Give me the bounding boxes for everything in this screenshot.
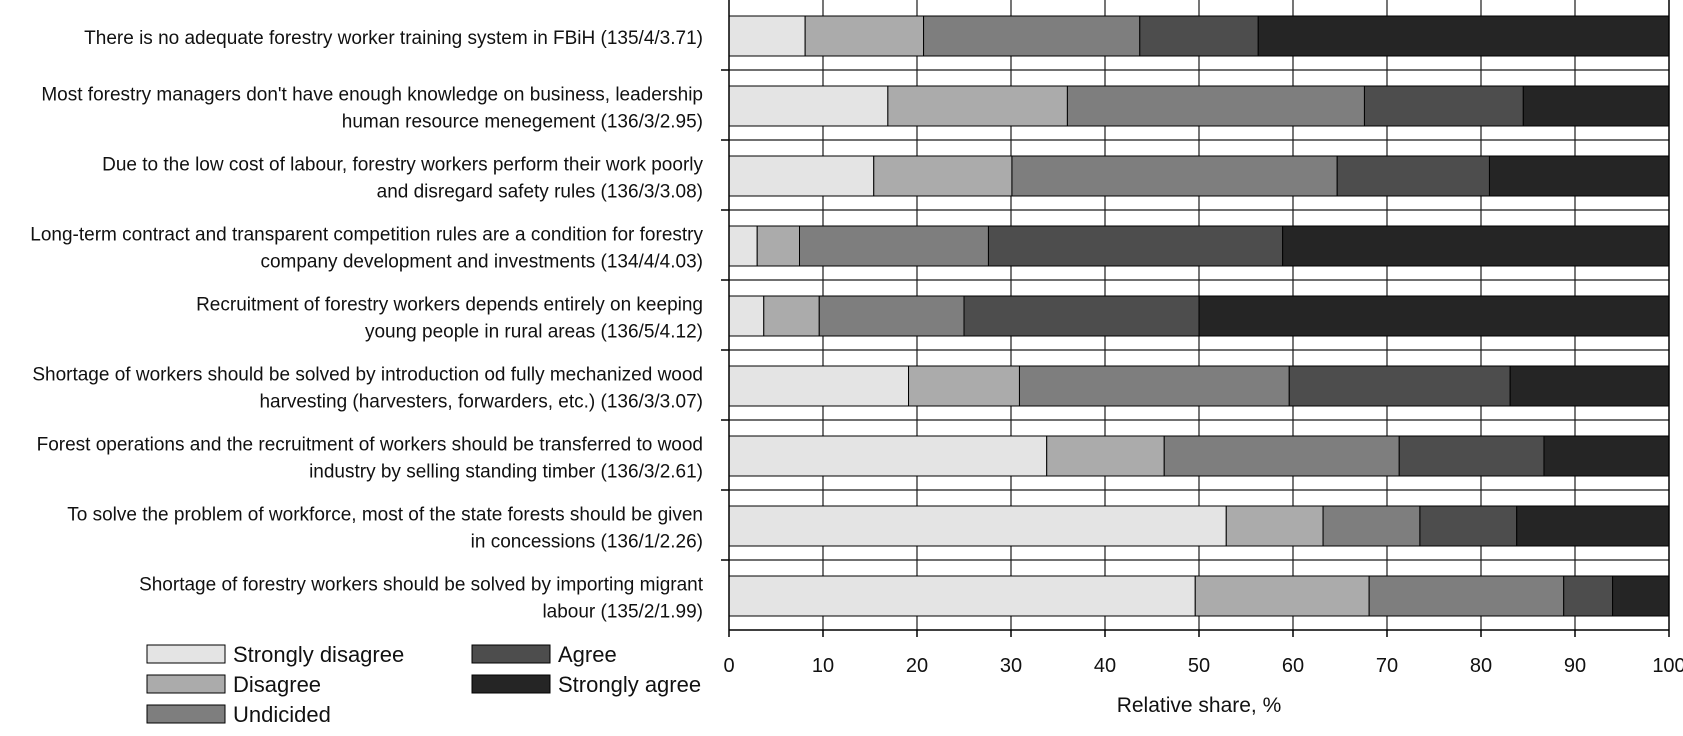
bar-segment-row8-undicided bbox=[1322, 505, 1421, 547]
legend-label-strongly-disagree: Strongly disagree bbox=[233, 642, 404, 667]
x-tick-label-10: 10 bbox=[812, 655, 834, 677]
category-label-row7-line1: Forest operations and the recruitment of… bbox=[37, 435, 703, 456]
bar-segment-row6-strongly-disagree bbox=[728, 365, 910, 407]
legend-swatch-strongly-disagree bbox=[146, 644, 226, 664]
legend-swatch-disagree bbox=[146, 674, 226, 694]
bar-segment-row7-strongly-agree bbox=[1543, 435, 1670, 477]
bar-segment-row4-agree bbox=[987, 225, 1284, 267]
x-tick-label-80: 80 bbox=[1470, 655, 1492, 677]
bar-segment-row1-disagree bbox=[804, 15, 925, 57]
bar-segment-row7-undicided bbox=[1163, 435, 1400, 477]
bar-segment-row2-undicided bbox=[1066, 85, 1365, 127]
x-tick-labels: 0 10 20 30 40 50 60 70 80 90 100 bbox=[723, 655, 1683, 677]
legend-swatch-strongly-agree bbox=[471, 674, 551, 694]
bar-segment-row5-strongly-agree bbox=[1198, 295, 1670, 337]
bar-segment-row8-disagree bbox=[1225, 505, 1324, 547]
category-label-row9-line1: Shortage of forestry workers should be s… bbox=[139, 575, 704, 596]
legend-label-strongly-agree: Strongly agree bbox=[558, 672, 701, 697]
category-label-row8-line2: in concessions (136/1/2.26) bbox=[471, 532, 703, 553]
bar-segment-row6-disagree bbox=[908, 365, 1020, 407]
legend-label-disagree: Disagree bbox=[233, 672, 321, 697]
category-label-row7-line2: industry by selling standing timber (136… bbox=[309, 462, 703, 483]
bar-segment-row7-disagree bbox=[1046, 435, 1165, 477]
bar-segment-row3-undicided bbox=[1011, 155, 1338, 197]
x-tick-label-50: 50 bbox=[1188, 655, 1210, 677]
bar-segment-row9-disagree bbox=[1194, 575, 1370, 617]
bar-segment-row3-disagree bbox=[873, 155, 1013, 197]
bar-segment-row2-disagree bbox=[887, 85, 1068, 127]
bars bbox=[728, 15, 1670, 617]
category-label-row5-line2: young people in rural areas (136/5/4.12) bbox=[365, 322, 703, 343]
bar-segment-row8-strongly-disagree bbox=[728, 505, 1227, 547]
bar-segment-row5-agree bbox=[963, 295, 1200, 337]
category-label-row8-line1: To solve the problem of workforce, most … bbox=[67, 505, 703, 526]
x-tick-label-90: 90 bbox=[1564, 655, 1586, 677]
bar-segment-row8-strongly-agree bbox=[1516, 505, 1670, 547]
bar-segment-row1-strongly-agree bbox=[1257, 15, 1670, 57]
bar-segment-row9-undicided bbox=[1368, 575, 1565, 617]
bar-segment-row9-agree bbox=[1563, 575, 1614, 617]
bar-segment-row9-strongly-disagree bbox=[728, 575, 1196, 617]
bar-segment-row8-agree bbox=[1419, 505, 1518, 547]
bar-segment-row2-strongly-agree bbox=[1522, 85, 1670, 127]
category-label-row4-line1: Long-term contract and transparent compe… bbox=[30, 225, 703, 246]
legend-swatch-undicided bbox=[146, 704, 226, 724]
category-labels: There is no adequate forestry worker tra… bbox=[30, 28, 703, 623]
x-tick-label-100: 100 bbox=[1652, 655, 1683, 677]
category-label-row2-line1: Most forestry managers don't have enough… bbox=[41, 85, 703, 106]
x-tick-label-60: 60 bbox=[1282, 655, 1304, 677]
x-tick-label-0: 0 bbox=[723, 655, 734, 677]
bar-segment-row1-strongly-disagree bbox=[728, 15, 806, 57]
legend-swatch-agree bbox=[471, 644, 551, 664]
legend-label-undicided: Undicided bbox=[233, 702, 331, 727]
category-label-row2-line2: human resource menegement (136/3/2.95) bbox=[342, 112, 703, 133]
category-label-row5-line1: Recruitment of forestry workers depends … bbox=[196, 295, 703, 316]
legend-label-agree: Agree bbox=[558, 642, 617, 667]
bar-segment-row2-agree bbox=[1363, 85, 1524, 127]
bar-segment-row1-undicided bbox=[923, 15, 1141, 57]
category-label-row4-line2: company development and investments (134… bbox=[260, 252, 703, 273]
category-label-row9-line2: labour (135/2/1.99) bbox=[542, 602, 703, 623]
legend: Strongly disagree Disagree Undicided Agree S… bbox=[146, 642, 701, 727]
x-axis-title: Relative share, % bbox=[1117, 694, 1282, 717]
category-label-row6-line1: Shortage of workers should be solved by … bbox=[32, 365, 703, 386]
category-label-row3-line2: and disregard safety rules (136/3/3.08) bbox=[377, 182, 703, 203]
bar-segment-row7-agree bbox=[1398, 435, 1545, 477]
bar-segment-row2-strongly-disagree bbox=[728, 85, 889, 127]
bar-segment-row3-agree bbox=[1336, 155, 1490, 197]
bar-segment-row7-strongly-disagree bbox=[728, 435, 1048, 477]
bar-segment-row1-agree bbox=[1139, 15, 1259, 57]
bar-segment-row4-strongly-agree bbox=[1282, 225, 1670, 267]
axes bbox=[721, 0, 1670, 637]
bar-segment-row4-undicided bbox=[799, 225, 989, 267]
x-tick-label-30: 30 bbox=[1000, 655, 1022, 677]
bar-segment-row3-strongly-agree bbox=[1488, 155, 1670, 197]
category-label-row1-line1: There is no adequate forestry worker tra… bbox=[84, 28, 703, 49]
bar-segment-row5-undicided bbox=[818, 295, 965, 337]
bar-segment-row3-strongly-disagree bbox=[728, 155, 875, 197]
bar-segment-row6-undicided bbox=[1018, 365, 1290, 407]
x-tick-label-20: 20 bbox=[906, 655, 928, 677]
bar-segment-row4-disagree bbox=[756, 225, 801, 267]
bar-segment-row5-disagree bbox=[763, 295, 820, 337]
x-tick-label-70: 70 bbox=[1376, 655, 1398, 677]
bar-segment-row6-strongly-agree bbox=[1509, 365, 1670, 407]
category-label-row6-line2: harvesting (harvesters, forwarders, etc.… bbox=[259, 392, 703, 413]
category-label-row3-line1: Due to the low cost of labour, forestry … bbox=[102, 155, 703, 176]
bar-segment-row6-agree bbox=[1288, 365, 1511, 407]
bar-segment-row9-strongly-agree bbox=[1612, 575, 1670, 617]
bar-segment-row5-strongly-disagree bbox=[728, 295, 765, 337]
x-tick-label-40: 40 bbox=[1094, 655, 1116, 677]
bar-segment-row4-strongly-disagree bbox=[728, 225, 758, 267]
